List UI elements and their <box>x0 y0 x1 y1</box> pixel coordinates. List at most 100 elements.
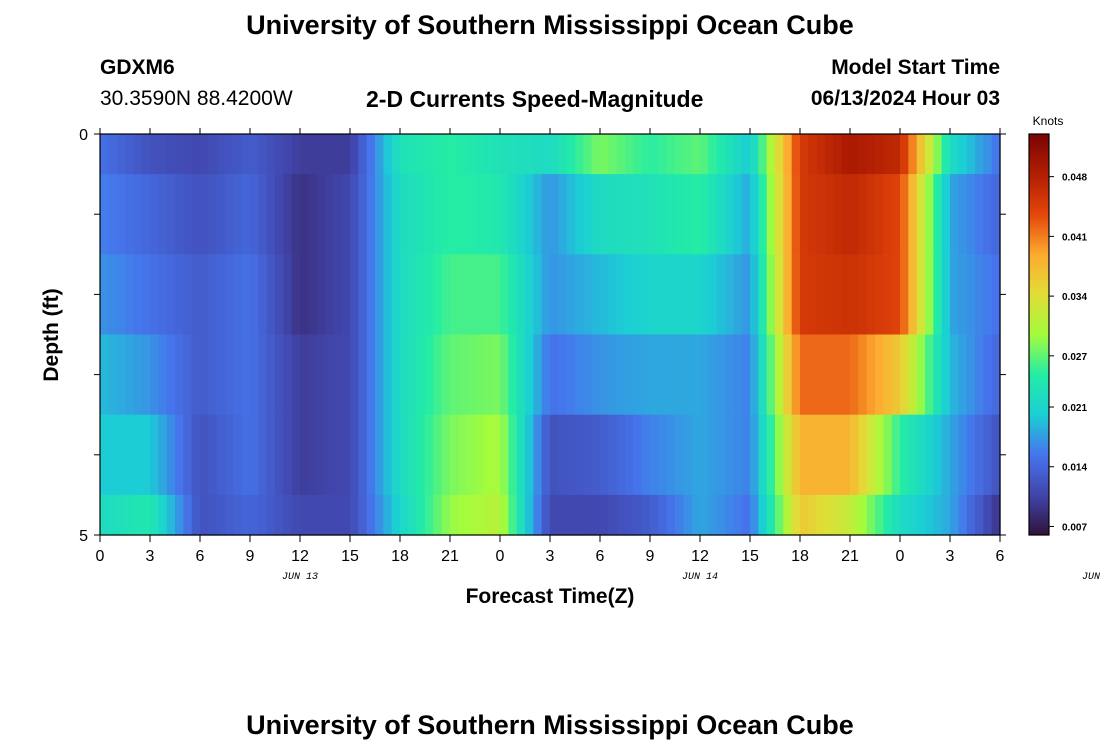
heatmap-cell-layer2 <box>250 254 259 336</box>
heatmap-cell-layer5 <box>308 494 318 536</box>
heatmap-cell-layer0 <box>250 134 259 175</box>
heatmap-cell-layer1 <box>758 174 768 255</box>
heatmap-cell-layer3 <box>400 334 409 416</box>
heatmap-cell-layer1 <box>958 174 968 255</box>
heatmap-cell-layer2 <box>233 254 243 336</box>
heatmap-cell-layer0 <box>775 134 784 175</box>
heatmap-cell-layer5 <box>116 494 126 536</box>
heatmap-cell-layer1 <box>900 174 909 255</box>
heatmap-cell-layer0 <box>450 134 459 175</box>
heatmap-cell-layer1 <box>700 174 709 255</box>
heatmap-cell-layer1 <box>491 174 501 255</box>
date-label: JUN 15 <box>1082 572 1100 583</box>
heatmap-cell-layer4 <box>591 414 601 496</box>
heatmap-cell-layer1 <box>250 174 259 255</box>
heatmap-cell-layer0 <box>525 134 534 175</box>
heatmap-cell-layer0 <box>466 134 476 175</box>
heatmap-cell-layer1 <box>533 174 543 255</box>
heatmap-cell-layer0 <box>258 134 268 175</box>
heatmap-cell-layer3 <box>708 334 718 416</box>
heatmap-cell-layer1 <box>258 174 268 255</box>
heatmap-cell-layer1 <box>458 174 468 255</box>
heatmap-cell-layer1 <box>783 174 793 255</box>
heatmap-cell-layer4 <box>191 414 201 496</box>
heatmap-cell-layer4 <box>966 414 976 496</box>
heatmap-cell-layer2 <box>433 254 443 336</box>
heatmap-cell-layer1 <box>400 174 409 255</box>
heatmap-cell-layer0 <box>991 134 1001 175</box>
heatmap-cell-layer2 <box>775 254 784 336</box>
heatmap-cell-layer3 <box>141 334 151 416</box>
heatmap-cell-layer0 <box>541 134 551 175</box>
heatmap-cell-layer3 <box>908 334 918 416</box>
heatmap-cell-layer1 <box>508 174 518 255</box>
heatmap-cell-layer5 <box>391 494 401 536</box>
heatmap-cell-layer1 <box>683 174 693 255</box>
heatmap-cell-layer4 <box>841 414 851 496</box>
heatmap-cell-layer1 <box>525 174 534 255</box>
heatmap-cell-layer3 <box>933 334 943 416</box>
heatmap-cell-layer3 <box>650 334 659 416</box>
colorbar-tick-label: 0.027 <box>1062 352 1087 363</box>
y-axis-label: Depth (ft) <box>40 288 63 381</box>
heatmap-cell-layer1 <box>658 174 668 255</box>
heatmap-cell-layer1 <box>175 174 184 255</box>
heatmap-cell-layer5 <box>333 494 343 536</box>
heatmap-cell-layer0 <box>800 134 809 175</box>
heatmap-cell-layer1 <box>841 174 851 255</box>
heatmap-cell-layer2 <box>483 254 493 336</box>
heatmap-cell-layer0 <box>758 134 768 175</box>
heatmap-cell-layer1 <box>341 174 351 255</box>
heatmap-cell-layer2 <box>183 254 193 336</box>
heatmap-cell-layer0 <box>816 134 826 175</box>
heatmap-cell-layer0 <box>900 134 909 175</box>
heatmap-cell-layer1 <box>358 174 368 255</box>
heatmap-cell-layer1 <box>416 174 426 255</box>
heatmap-cell-layer4 <box>741 414 751 496</box>
heatmap-cell-layer0 <box>508 134 518 175</box>
heatmap-cell-layer1 <box>808 174 818 255</box>
heatmap-cell-layer5 <box>583 494 593 536</box>
heatmap-cell-layer2 <box>550 254 559 336</box>
heatmap-cell-layer0 <box>241 134 251 175</box>
heatmap-cell-layer1 <box>183 174 193 255</box>
heatmap-cell-layer2 <box>741 254 751 336</box>
heatmap-cell-layer5 <box>650 494 659 536</box>
heatmap-cell-layer5 <box>300 494 309 536</box>
heatmap-cell-layer4 <box>400 414 409 496</box>
heatmap-cell-layer2 <box>950 254 959 336</box>
heatmap-cell-layer5 <box>716 494 726 536</box>
heatmap-cell-layer4 <box>633 414 643 496</box>
heatmap-cell-layer1 <box>425 174 434 255</box>
x-tick-label: 9 <box>646 548 655 565</box>
x-tick-label: 6 <box>596 548 605 565</box>
heatmap-cell-layer5 <box>950 494 959 536</box>
heatmap-cell-layer2 <box>683 254 693 336</box>
heatmap-cell-layer2 <box>200 254 209 336</box>
heatmap-cell-layer2 <box>933 254 943 336</box>
heatmap-cell-layer5 <box>958 494 968 536</box>
heatmap-cell-layer3 <box>941 334 951 416</box>
heatmap-cell-layer2 <box>408 254 418 336</box>
heatmap-cell-layer1 <box>283 174 293 255</box>
heatmap-cell-layer1 <box>725 174 734 255</box>
heatmap-cell-layer3 <box>383 334 393 416</box>
heatmap-cell-layer1 <box>366 174 376 255</box>
heatmap-cell-layer0 <box>658 134 668 175</box>
heatmap-cell-layer0 <box>825 134 834 175</box>
heatmap-cell-layer1 <box>891 174 901 255</box>
heatmap-cell-layer3 <box>183 334 193 416</box>
heatmap-cell-layer0 <box>575 134 584 175</box>
heatmap-cell-layer2 <box>308 254 318 336</box>
heatmap-cell-layer1 <box>558 174 568 255</box>
heatmap-cell-layer3 <box>258 334 268 416</box>
heatmap-cell-layer2 <box>391 254 401 336</box>
heatmap-cell-layer1 <box>466 174 476 255</box>
heatmap-cell-layer5 <box>766 494 776 536</box>
heatmap-cell-layer4 <box>208 414 218 496</box>
heatmap-cell-layer2 <box>366 254 376 336</box>
heatmap-cell-layer0 <box>125 134 134 175</box>
heatmap-cell-layer3 <box>558 334 568 416</box>
heatmap-cell-layer5 <box>458 494 468 536</box>
heatmap-cell-layer3 <box>716 334 726 416</box>
